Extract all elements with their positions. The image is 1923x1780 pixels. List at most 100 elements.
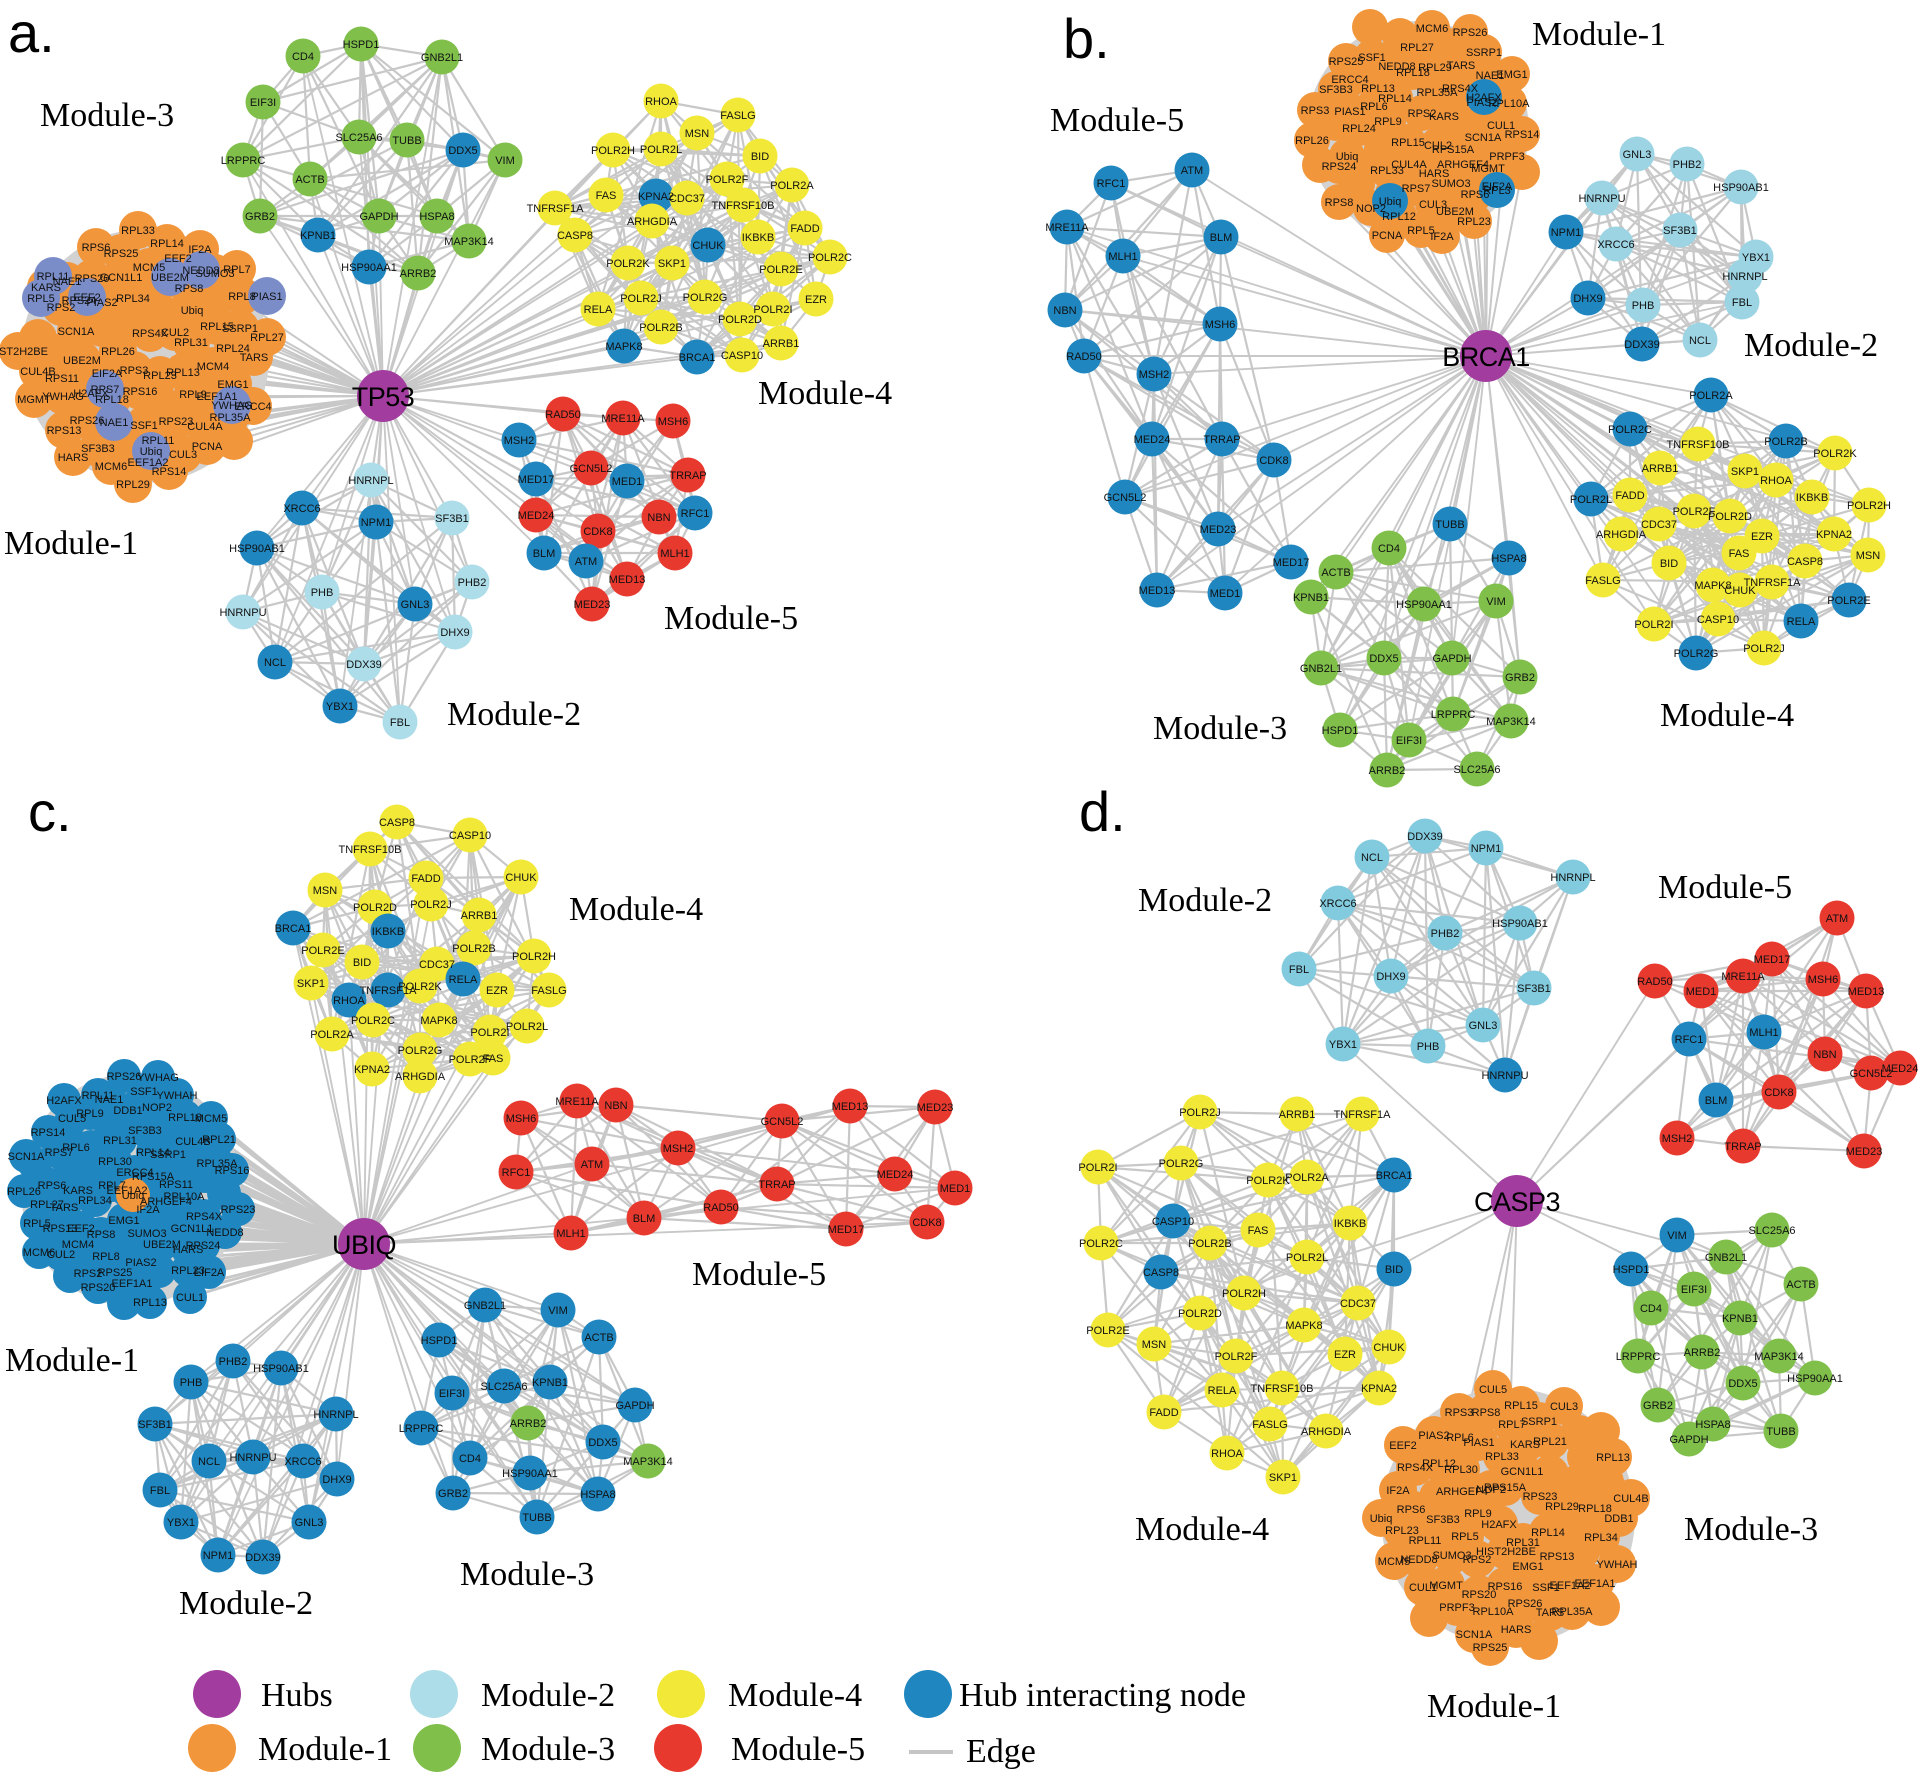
svg-text:SUMO3: SUMO3 [1432, 1550, 1471, 1562]
svg-text:POLR2I: POLR2I [470, 1027, 509, 1039]
svg-text:TRRAP: TRRAP [1203, 434, 1240, 446]
svg-text:RPL9: RPL9 [76, 1108, 104, 1120]
svg-text:RPS3: RPS3 [1445, 1407, 1474, 1419]
svg-text:EEF1A2: EEF1A2 [1550, 1580, 1591, 1592]
svg-text:RPL15: RPL15 [1504, 1400, 1538, 1412]
svg-text:MGMT: MGMT [1429, 1580, 1463, 1592]
svg-text:KPNA2: KPNA2 [1816, 529, 1852, 541]
svg-text:KPNA2: KPNA2 [638, 191, 674, 203]
svg-text:SCN1A: SCN1A [58, 326, 95, 338]
svg-text:GRB2: GRB2 [1505, 672, 1535, 684]
svg-text:MRE11A: MRE11A [601, 413, 645, 425]
svg-text:GCN5L2: GCN5L2 [1104, 492, 1147, 504]
svg-text:HIST2H2BE: HIST2H2BE [1476, 1546, 1536, 1558]
svg-text:FADD: FADD [1615, 490, 1644, 502]
svg-text:POLR2I: POLR2I [753, 304, 792, 316]
svg-text:SKP1: SKP1 [297, 978, 325, 990]
svg-text:XRCC6: XRCC6 [1597, 239, 1634, 251]
svg-text:HSP90AB1: HSP90AB1 [253, 1363, 309, 1375]
svg-text:CASP8: CASP8 [1143, 1267, 1179, 1279]
svg-text:POLR2B: POLR2B [1188, 1238, 1231, 1250]
svg-text:POLR2I: POLR2I [1078, 1162, 1117, 1174]
svg-text:LRPPRC: LRPPRC [399, 1423, 444, 1435]
svg-text:DHX9: DHX9 [440, 627, 469, 639]
svg-text:EMG1: EMG1 [1512, 1561, 1543, 1573]
svg-text:TARS: TARS [50, 1202, 79, 1214]
svg-text:Module-5: Module-5 [731, 1731, 865, 1768]
svg-text:GNL3: GNL3 [1623, 149, 1652, 161]
svg-text:MAP3K14: MAP3K14 [623, 1456, 673, 1468]
svg-text:RPL6: RPL6 [1446, 1432, 1474, 1444]
svg-text:RHOA: RHOA [1211, 1448, 1243, 1460]
svg-text:YWHAG: YWHAG [211, 400, 253, 412]
svg-text:H2AFX: H2AFX [1481, 1519, 1517, 1531]
svg-text:ARRB2: ARRB2 [1684, 1347, 1721, 1359]
svg-text:SF3B1: SF3B1 [1517, 983, 1551, 995]
svg-text:RPL24: RPL24 [216, 343, 250, 355]
svg-text:b.: b. [1063, 7, 1110, 70]
svg-text:RPL34: RPL34 [1584, 1532, 1618, 1544]
svg-text:EZR: EZR [805, 294, 827, 306]
svg-text:YBX1: YBX1 [1329, 1039, 1357, 1051]
svg-text:MED13: MED13 [1848, 986, 1885, 998]
svg-text:YWHAG: YWHAG [42, 391, 84, 403]
svg-text:EMG1: EMG1 [217, 379, 248, 391]
svg-text:HNRNPL: HNRNPL [313, 1409, 358, 1421]
svg-text:ARHGDIA: ARHGDIA [1301, 1426, 1352, 1438]
svg-text:RPS2: RPS2 [1408, 108, 1437, 120]
svg-text:CUL1: CUL1 [1409, 1582, 1437, 1594]
svg-text:RPL9: RPL9 [1464, 1508, 1492, 1520]
svg-text:POLR2K: POLR2K [1813, 448, 1857, 460]
svg-text:CD4: CD4 [459, 1453, 481, 1465]
svg-text:ARRB1: ARRB1 [1642, 463, 1679, 475]
svg-text:SUMO3: SUMO3 [195, 268, 234, 280]
svg-text:KPNA2: KPNA2 [354, 1064, 390, 1076]
svg-text:Module-2: Module-2 [481, 1677, 615, 1714]
svg-text:NOP2: NOP2 [1476, 1484, 1506, 1496]
svg-text:ATM: ATM [1181, 165, 1203, 177]
svg-text:YBX1: YBX1 [326, 701, 354, 713]
svg-text:IF2A: IF2A [1430, 231, 1454, 243]
svg-text:ARRB1: ARRB1 [763, 338, 800, 350]
svg-text:DDX5: DDX5 [1728, 1378, 1757, 1390]
svg-text:CD4: CD4 [1378, 543, 1400, 555]
svg-text:RPL3: RPL3 [1483, 185, 1511, 197]
svg-text:TNFRSF10B: TNFRSF10B [1251, 1383, 1314, 1395]
svg-text:VIM: VIM [1486, 596, 1506, 608]
svg-text:GCN1L1: GCN1L1 [1501, 1466, 1544, 1478]
svg-text:SF3B1: SF3B1 [435, 513, 469, 525]
svg-text:SSRP1: SSRP1 [1521, 1416, 1557, 1428]
svg-text:ATM: ATM [575, 556, 597, 568]
svg-text:RPS2: RPS2 [47, 302, 76, 314]
svg-text:MCM5: MCM5 [1378, 1556, 1410, 1568]
svg-text:MSN: MSN [313, 885, 338, 897]
svg-text:RPL7: RPL7 [98, 1180, 126, 1192]
svg-text:RPL35A: RPL35A [1552, 1606, 1594, 1618]
svg-text:RPL35A: RPL35A [197, 1158, 239, 1170]
svg-text:EMG1: EMG1 [108, 1215, 139, 1227]
svg-text:EEF1A1: EEF1A1 [1575, 1578, 1616, 1590]
svg-text:RPL23: RPL23 [1457, 216, 1491, 228]
svg-text:RPL7: RPL7 [223, 264, 251, 276]
svg-text:ARHGEF4: ARHGEF4 [1437, 159, 1489, 171]
svg-text:RPS2: RPS2 [74, 1268, 103, 1280]
svg-text:MED23: MED23 [574, 599, 611, 611]
svg-text:MAP3K14: MAP3K14 [444, 236, 494, 248]
svg-text:NPM1: NPM1 [1551, 227, 1582, 239]
svg-text:ARRB1: ARRB1 [1279, 1109, 1316, 1121]
svg-text:MRE11A: MRE11A [1045, 222, 1089, 234]
svg-text:SCN1A: SCN1A [8, 1151, 45, 1163]
svg-text:RPS26: RPS26 [1453, 27, 1488, 39]
svg-text:PHB: PHB [1417, 1041, 1440, 1053]
svg-text:EMG1: EMG1 [1496, 69, 1527, 81]
svg-text:CUL2: CUL2 [161, 327, 189, 339]
svg-text:NEDD8: NEDD8 [1400, 1554, 1437, 1566]
svg-text:PHB: PHB [311, 587, 334, 599]
svg-text:CDC37: CDC37 [419, 959, 455, 971]
svg-text:POLR2E: POLR2E [1086, 1325, 1129, 1337]
svg-text:HSPA8: HSPA8 [419, 211, 454, 223]
svg-text:Module-3: Module-3 [1684, 1511, 1818, 1548]
svg-text:GAPDH: GAPDH [359, 211, 398, 223]
svg-text:RPS20: RPS20 [81, 1282, 116, 1294]
svg-text:MED24: MED24 [1134, 434, 1171, 446]
